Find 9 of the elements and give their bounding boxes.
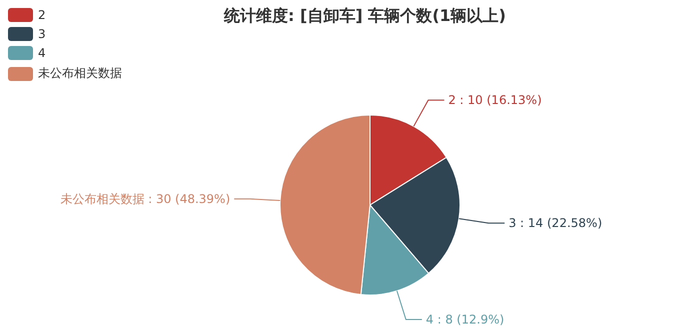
data-label: 未公布相关数据 : 30 (48.39%) [60,192,230,206]
legend-label: 4 [38,46,46,60]
chart-title: 统计维度: [自卸车] 车辆个数(1辆以上) [224,6,506,25]
data-label: 2 : 10 (16.13%) [448,93,542,108]
legend-label: 未公布相关数据 [38,65,122,82]
data-label: 4 : 8 (12.9%) [426,312,504,326]
legend-label: 2 [38,8,46,22]
legend-label: 3 [38,27,46,41]
data-label: 3 : 14 (22.58%) [508,216,602,230]
